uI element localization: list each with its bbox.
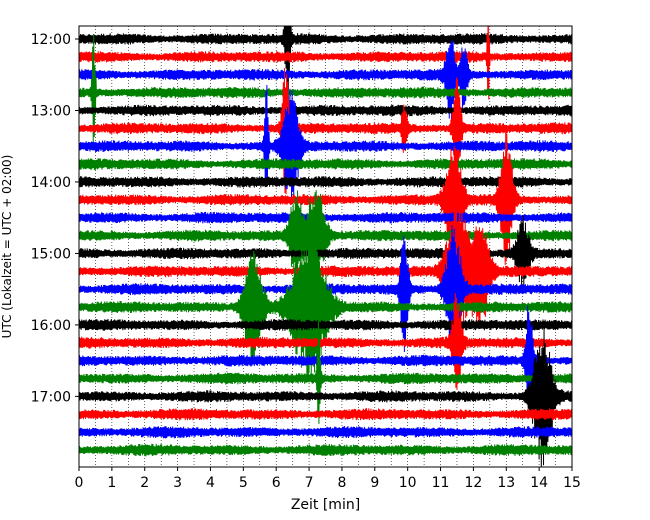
x-tick-label: 13 xyxy=(497,475,515,491)
x-tick-label: 12 xyxy=(464,475,482,491)
y-tick-label: 15:00 xyxy=(31,246,71,262)
y-tick-label: 14:00 xyxy=(31,175,71,191)
x-tick-label: 14 xyxy=(530,475,548,491)
trace-20 xyxy=(79,325,572,467)
x-tick-label: 4 xyxy=(206,475,215,491)
x-tick-label: 5 xyxy=(239,475,248,491)
y-tick-label: 13:00 xyxy=(31,103,71,119)
y-tick-label: 16:00 xyxy=(31,318,71,334)
x-tick-label: 3 xyxy=(173,475,182,491)
trace-19 xyxy=(79,321,572,424)
trace-23 xyxy=(79,443,572,457)
trace-22 xyxy=(79,426,572,439)
x-tick-label: 1 xyxy=(107,475,116,491)
trace-8 xyxy=(79,176,572,188)
trace-1 xyxy=(79,26,572,100)
trace-11 xyxy=(79,190,572,288)
x-tick-label: 7 xyxy=(305,475,314,491)
trace-16 xyxy=(79,318,572,332)
y-axis-label: UTC (Lokalzeit = UTC + 02:00) xyxy=(0,155,14,339)
trace-9 xyxy=(79,132,572,268)
trace-21 xyxy=(79,408,572,421)
trace-6 xyxy=(79,84,572,202)
x-tick-label: 0 xyxy=(75,475,84,491)
trace-3 xyxy=(79,34,572,146)
x-tick-label: 10 xyxy=(399,475,417,491)
trace-15 xyxy=(79,233,572,381)
x-tick-label: 8 xyxy=(337,475,346,491)
y-tick-label: 17:00 xyxy=(31,389,71,405)
trace-18 xyxy=(79,305,572,413)
trace-2 xyxy=(79,39,572,120)
x-tick-label: 2 xyxy=(140,475,149,491)
y-tick-label: 12:00 xyxy=(31,32,71,48)
x-tick-label: 15 xyxy=(563,475,581,491)
y-axis-ticks: 12:00 13:00 14:00 15:00 16:00 17:00 xyxy=(31,32,79,405)
plot-frame xyxy=(78,25,573,468)
trace-7 xyxy=(79,158,572,171)
trace-4 xyxy=(79,104,572,117)
trace-17 xyxy=(79,293,572,390)
seismic-traces xyxy=(79,26,572,467)
x-axis-label: Zeit [min] xyxy=(291,497,360,513)
x-tick-label: 6 xyxy=(272,475,281,491)
x-tick-label: 11 xyxy=(432,475,450,491)
trace-5 xyxy=(79,68,572,195)
x-axis-ticks: 0 1 2 3 4 5 6 7 8 9 10 11 12 13 14 15 xyxy=(75,467,581,491)
x-tick-label: 9 xyxy=(370,475,379,491)
